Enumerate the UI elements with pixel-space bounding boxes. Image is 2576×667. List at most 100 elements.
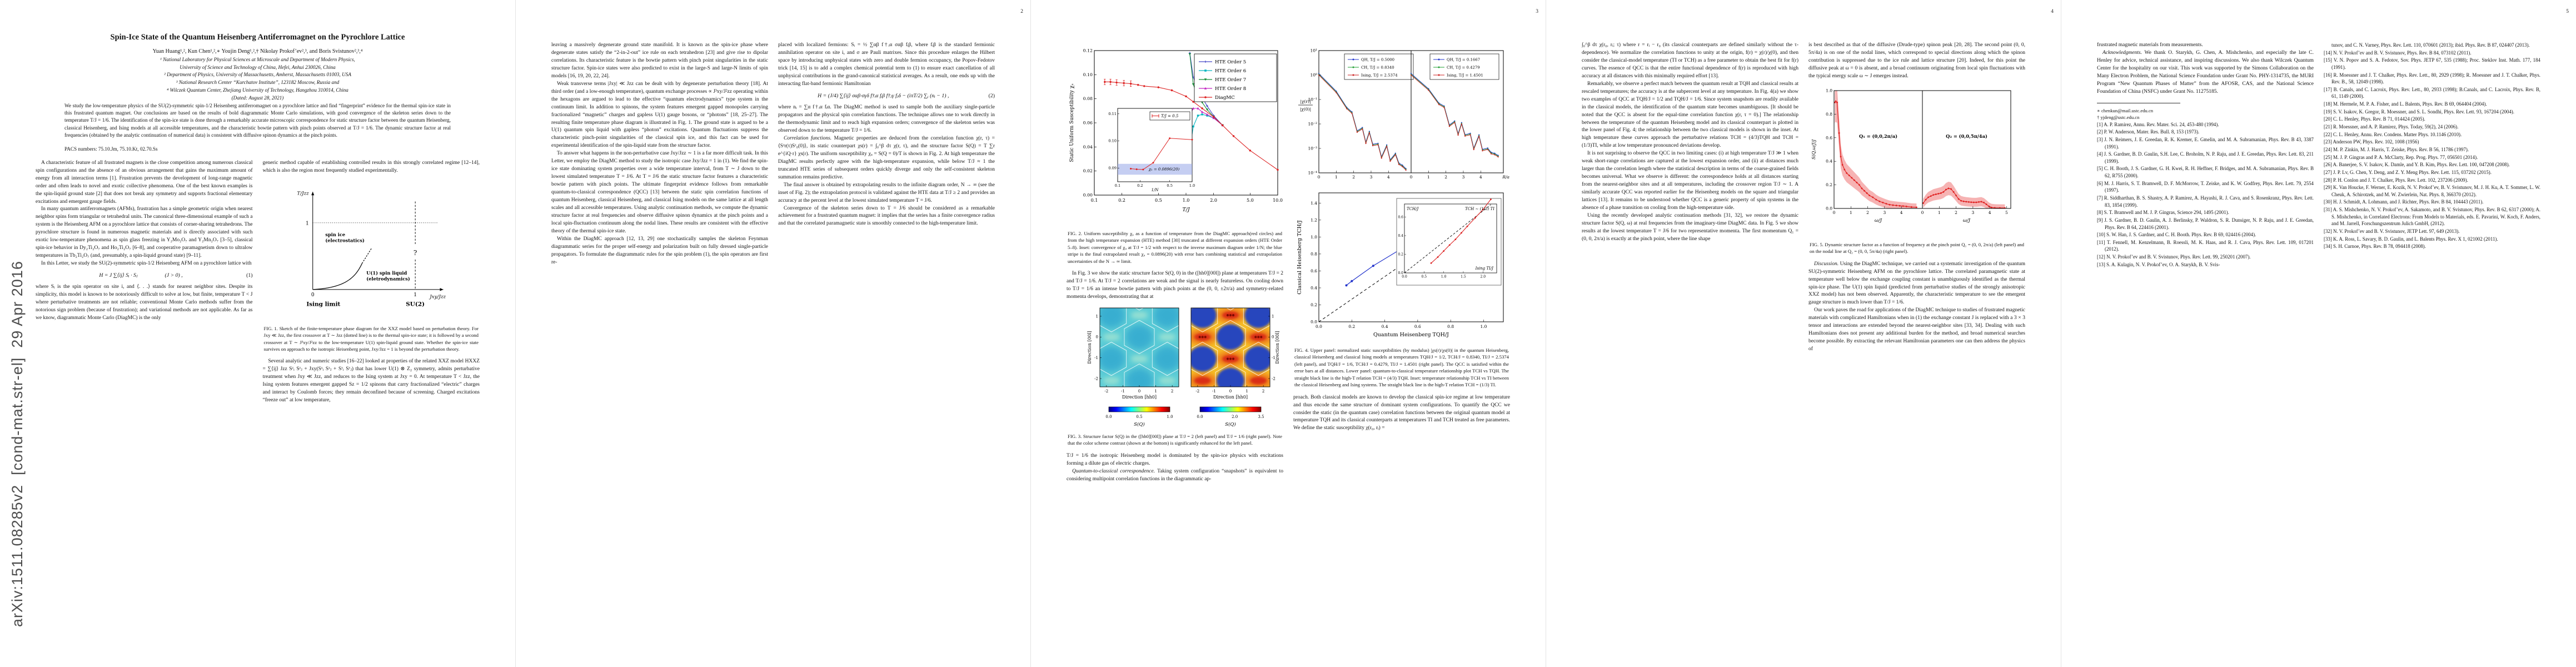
svg-text:3: 3 — [1462, 175, 1465, 180]
svg-text:4: 4 — [1387, 175, 1390, 180]
svg-text:U(1) spin liquid: U(1) spin liquid — [366, 270, 407, 276]
svg-text:3: 3 — [1971, 210, 1974, 215]
affiliation-line: ³ National Research Center “Kurchatov In… — [176, 79, 340, 86]
reference-item: [10] S. W. Han, J. S. Gardner, and C. H.… — [2097, 232, 2256, 238]
paragraph: is best described as that of the diffusi… — [1808, 42, 2025, 79]
svg-text:T/J: T/J — [1182, 207, 1190, 213]
svg-text:ω/J: ω/J — [1963, 218, 1971, 223]
figure-caption: FIG. 3. Structure factor S(Q) in the ([h… — [1068, 434, 1282, 446]
svg-text:HTE Order 7: HTE Order 7 — [1215, 77, 1246, 83]
svg-text:1: 1 — [1096, 314, 1098, 318]
svg-text:10¹: 10¹ — [1310, 48, 1317, 53]
svg-text:0: 0 — [1272, 335, 1274, 340]
svg-text:0.4: 0.4 — [1382, 324, 1388, 329]
reference-item: [11] T. Fennell, M. Kenzelmann, B. Roess… — [2097, 239, 2314, 252]
author-line: Yuan Huang¹,², Kun Chen¹,²,∗ Youjin Deng… — [152, 48, 363, 54]
svg-text:DiagMC: DiagMC — [1215, 95, 1235, 101]
equation: H = (J/4) ∑⟨ij⟩ σαβ·σγδ f†ᵢα fᵢβ f†ⱼγ fⱼ… — [818, 92, 995, 99]
equation: H = J ∑⟨ij⟩ Sᵢ · Sⱼ (J > 0) , (1) — [99, 272, 253, 279]
svg-text:0.04: 0.04 — [1083, 145, 1093, 150]
svg-text:0.11: 0.11 — [1108, 112, 1117, 116]
svg-text:Direction [hh0]: Direction [hh0] — [1213, 395, 1248, 400]
reference-item: [14] N. V. Prokof’ev and B. V. Svistunov… — [2324, 49, 2472, 56]
pacs-line: PACS numbers: 75.10.Jm, 75.10.Kt, 02.70.… — [64, 146, 158, 152]
svg-text:-2: -2 — [1272, 376, 1275, 381]
svg-text:0.2: 0.2 — [1137, 183, 1143, 188]
svg-text:1.0: 1.0 — [1167, 415, 1173, 419]
svg-text:2: 2 — [1171, 389, 1173, 394]
reference-item: [28] P. H. Conlon and J. T. Chalker, Phy… — [2324, 177, 2468, 183]
svg-text:2.0: 2.0 — [1210, 198, 1217, 203]
svg-text:Quantum Heisenberg TQH/J: Quantum Heisenberg TQH/J — [1373, 332, 1449, 338]
svg-text:0.4: 0.4 — [1826, 158, 1832, 163]
page1-left-column: A characteristic feature of all frustrat… — [36, 160, 253, 405]
svg-text:1.0: 1.0 — [1826, 88, 1832, 93]
svg-text:(eletrodynamics): (eletrodynamics) — [366, 276, 410, 281]
affiliation-line: ¹ National Laboratory for Physical Scien… — [160, 56, 355, 62]
reference-item: [1] A. P. Ramirez, Annu. Rev. Mater. Sci… — [2097, 121, 2219, 127]
paragraph: leaving a massively degenerate ground st… — [551, 42, 768, 79]
reference-item: [33] K. A. Ross, L. Savary, B. D. Gaulin… — [2324, 236, 2498, 242]
reference-item: [21] R. Moessner, and A. P. Ramirez, Phy… — [2324, 124, 2459, 130]
reference-item: [2] P. W. Anderson, Mater. Res. Bull. 8,… — [2097, 129, 2200, 135]
svg-text:0: 0 — [311, 292, 315, 298]
reference-item: [25] M. J. P. Gingras and P. A. McClarty… — [2324, 154, 2478, 160]
svg-text:0.2: 0.2 — [1311, 302, 1317, 307]
affiliation-line: ⁴ Wilczek Quantum Center, Zhejiang Unive… — [167, 87, 348, 93]
svg-text:Q₁ = (0,0,2π/a): Q₁ = (0,0,2π/a) — [1859, 133, 1897, 140]
figure-caption: FIG. 4. Upper panel: normalized static s… — [1294, 347, 1509, 388]
paragraph: where nᵢ = ∑α f†ᵢα fᵢα. The DiagMC metho… — [778, 104, 995, 133]
svg-text:R/a: R/a — [1502, 175, 1509, 180]
svg-text:1: 1 — [1938, 210, 1941, 215]
svg-text:0.10: 0.10 — [1108, 139, 1117, 143]
svg-text:-1: -1 — [1121, 389, 1125, 394]
footnote: † yjdeng@ustc.edu.cn — [2097, 115, 2140, 121]
figure-fig2: 0.1 0.2 0.5 1.0 2.0 5.0 10.0 0.00 0.02 0.04 0.06 0.… — [1067, 44, 1283, 227]
reference-item: [22] C. L. Henley, Annu. Rev. Condens. M… — [2324, 131, 2462, 137]
svg-text:0.0: 0.0 — [1311, 320, 1317, 325]
svg-text:0.8: 0.8 — [1311, 251, 1317, 256]
svg-text:3.5: 3.5 — [1258, 415, 1264, 419]
page5-left-column: frustrated magnetic materials from measu… — [2097, 42, 2314, 268]
page-number: 2 — [1020, 9, 1023, 14]
page-1: arXiv:1511.08285v2 [cond-mat.str-el] 29 … — [0, 0, 515, 667]
page-4: 4 ∫₀^β dτ χ(r₀, rᵢ; τ) where r = rᵢ − r₀… — [1546, 0, 2061, 667]
paragraph: Remarkably, we observe a perfect match b… — [1582, 81, 1798, 149]
svg-text:0.4: 0.4 — [1311, 285, 1317, 290]
reference-item: [18] M. Hermele, M. P. A. Fisher, and L.… — [2324, 101, 2487, 107]
svg-text:0.0: 0.0 — [1826, 206, 1832, 211]
paragraph: Correlation functions. Magnetic properti… — [778, 135, 995, 180]
figure-fig1: T/Jzz 1? spin ice (electrostatics) U(1) spin… — [263, 177, 480, 322]
reference-item: [27] J. P. Lv, G. Chen, Y. Deng, and Z. … — [2324, 169, 2492, 175]
paragraph: Discussion. Using the DiagMC technique, … — [1808, 261, 2025, 306]
svg-text:4: 4 — [1900, 210, 1903, 215]
svg-text:Static Uniform Susceptibility: Static Uniform Susceptibility χᵤ — [1069, 83, 1075, 162]
reference-item: [31] A. S. Mishchenko, N. V. Prokof’ev, … — [2324, 207, 2540, 227]
paragraph: where Sᵢ is the spin operator on site i,… — [36, 284, 253, 321]
svg-text:TCH/J: TCH/J — [1407, 207, 1419, 211]
paragraph: In this Letter, we study the SU(2)-symme… — [41, 261, 252, 267]
paragraph: Weak transverse terms |Jxy| ≪ Jzz can be… — [551, 81, 768, 149]
svg-text:1.4: 1.4 — [1311, 201, 1317, 206]
page-number: 4 — [2051, 9, 2054, 14]
svg-text:0.6: 0.6 — [1311, 268, 1317, 273]
svg-text:-1: -1 — [1272, 356, 1275, 360]
svg-text:1: 1 — [1850, 210, 1852, 215]
reference-item: [19] S. V. Isakov, K. Gregor, R. Moessne… — [2324, 108, 2514, 115]
svg-text:0.1: 0.1 — [1115, 183, 1121, 188]
figure-fig3: -2 -1 0 1 2 1 0 -1 -2 Direction [hh0] Direction [0… — [1067, 303, 1283, 430]
svg-text:10⁻³: 10⁻³ — [1308, 146, 1317, 151]
svg-text:Direction [hh0]: Direction [hh0] — [1122, 395, 1157, 400]
svg-text:HTE Order 5: HTE Order 5 — [1215, 59, 1246, 65]
reference-item: [24] M. P. Zinkin, M. J. Harris, T. Zeis… — [2324, 146, 2469, 152]
svg-text:0.8: 0.8 — [1447, 324, 1454, 329]
svg-text:QH, T/J = 0.1667: QH, T/J = 0.1667 — [1447, 58, 1480, 62]
svg-text:HTE Order 8: HTE Order 8 — [1215, 86, 1246, 92]
svg-text:0: 0 — [1410, 175, 1413, 180]
figure-caption: FIG. 5. Dynamic structure factor as a fu… — [1810, 241, 2024, 255]
figure-caption: FIG. 1. Sketch of the finite-temperature… — [263, 325, 479, 352]
reference-item: [6] M. J. Harris, S. T. Bramwell, D. F. … — [2097, 180, 2314, 193]
paper-title: Spin-Ice State of the Quantum Heisenberg… — [110, 33, 405, 42]
svg-text:2.0: 2.0 — [1232, 415, 1238, 419]
svg-text:Classical Heisenberg TCH/J: Classical Heisenberg TCH/J — [1297, 220, 1303, 295]
